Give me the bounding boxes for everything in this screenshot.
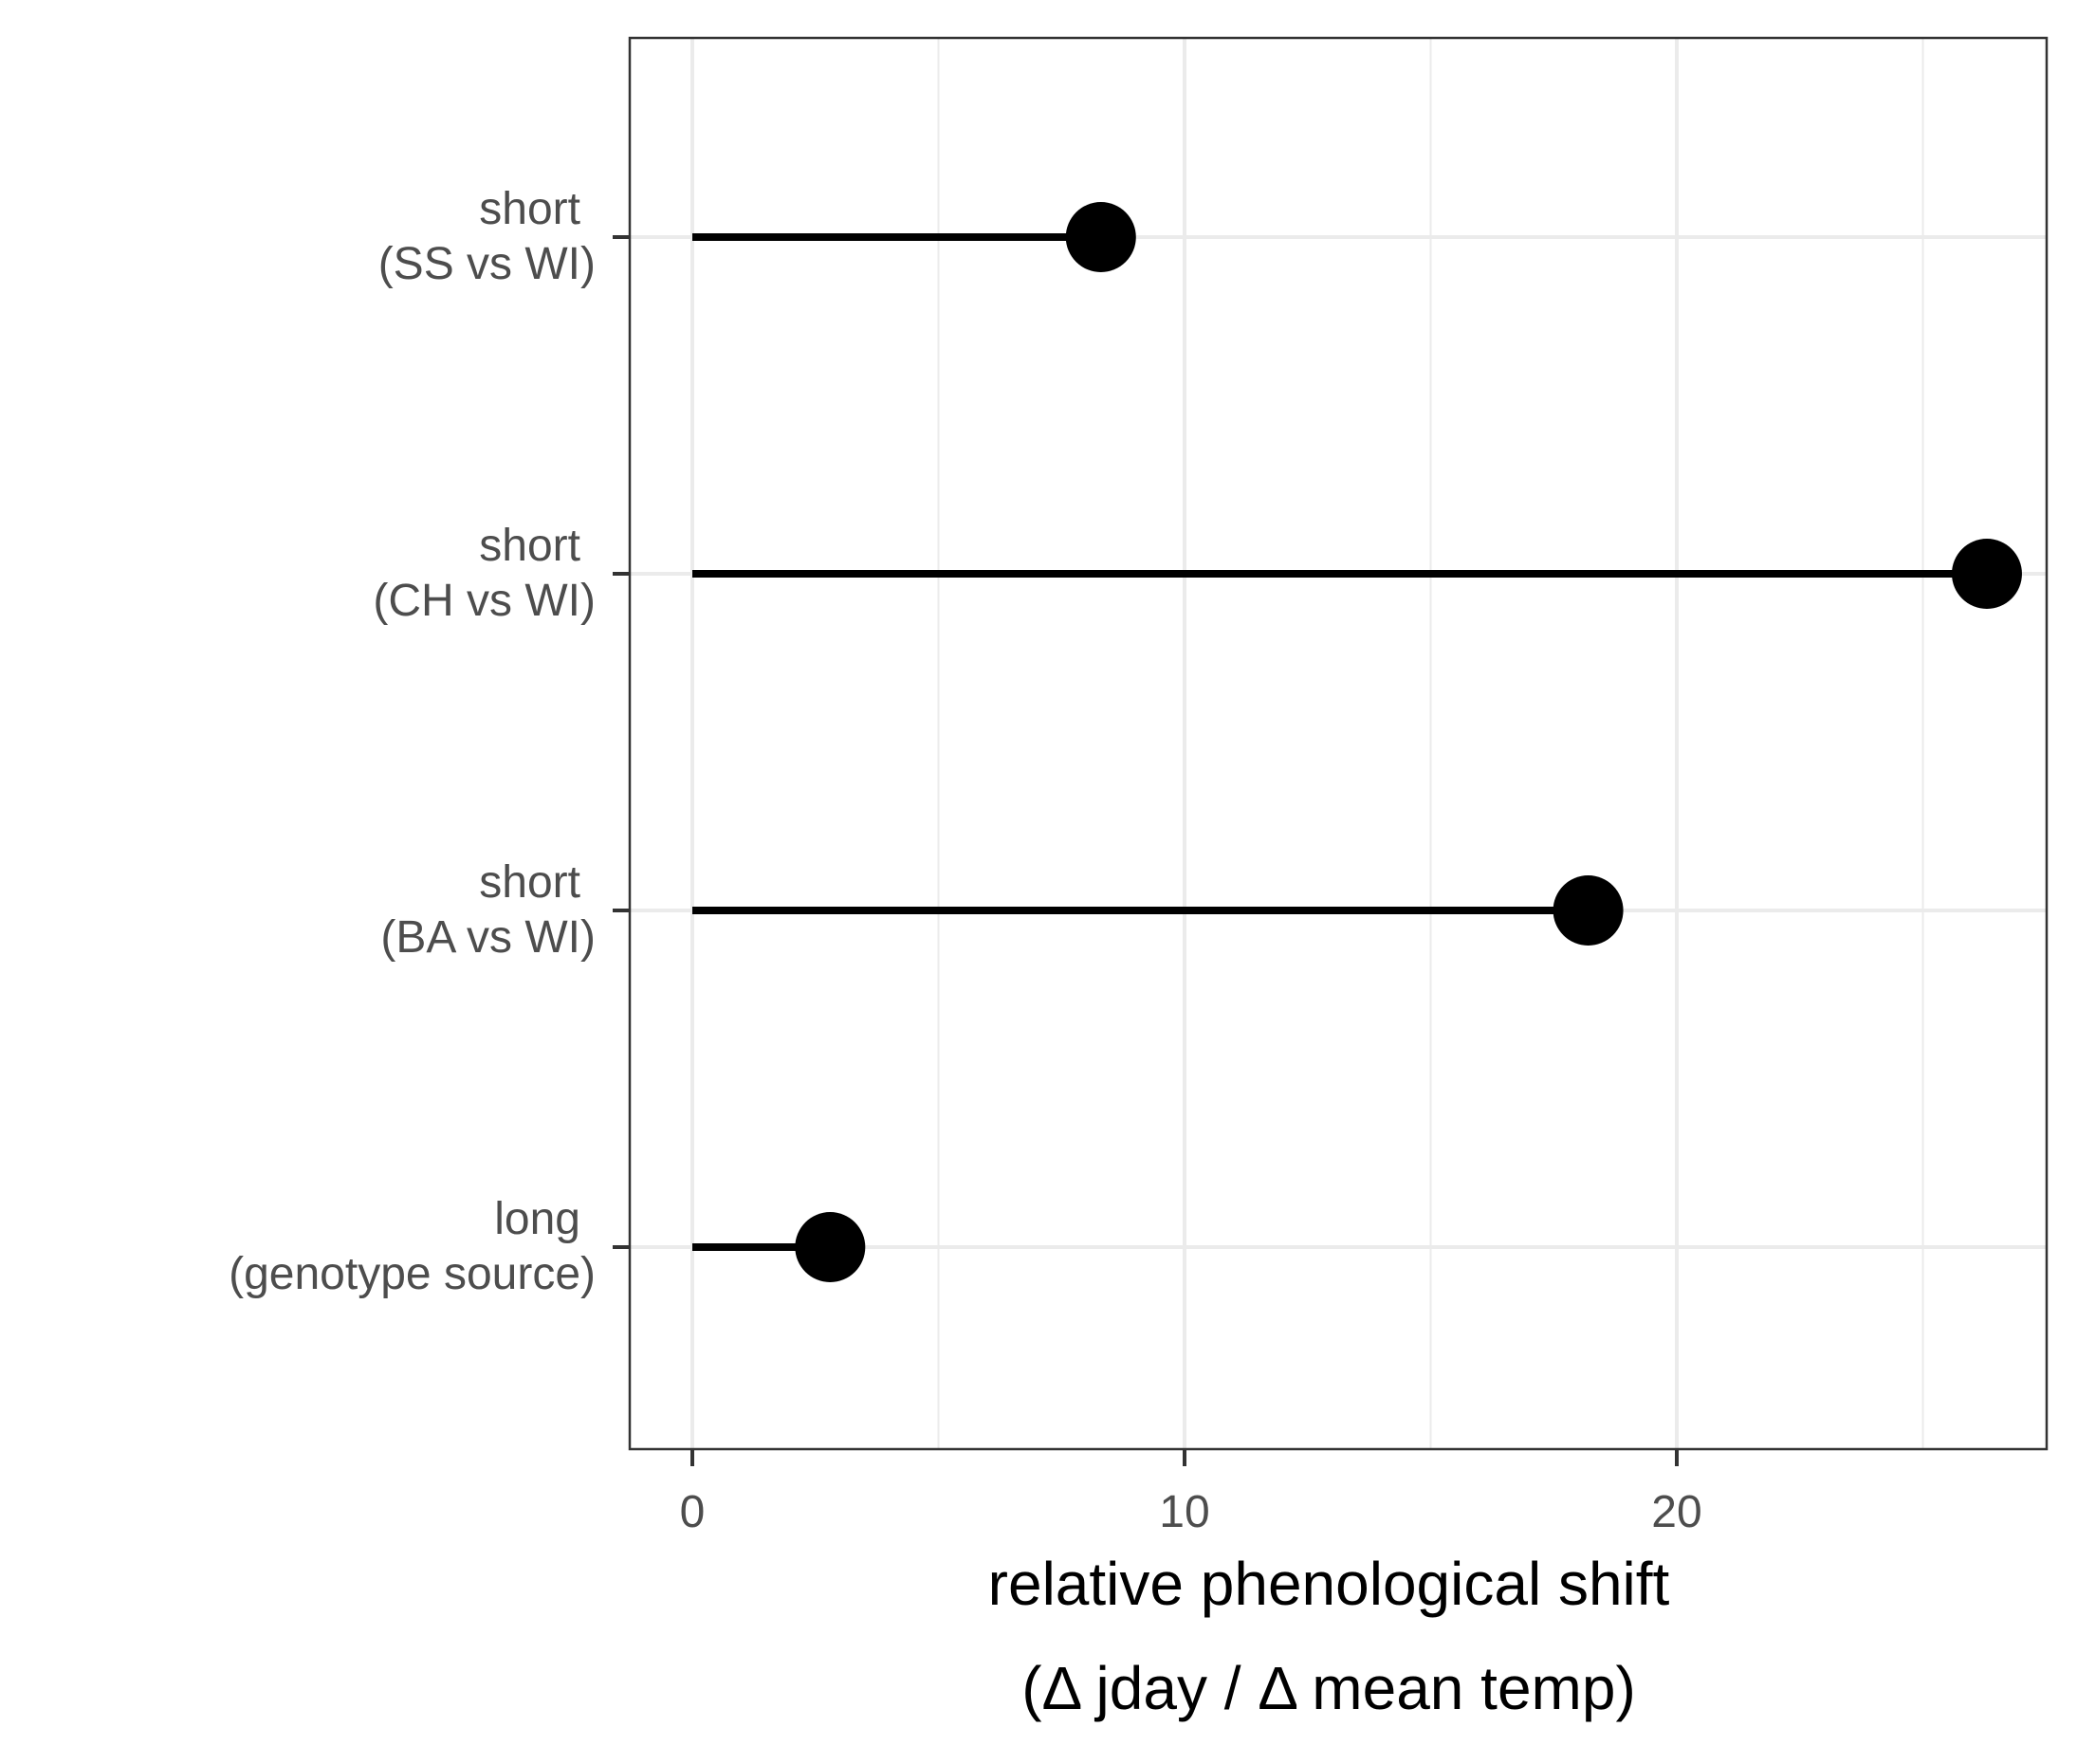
y-tick-label-line1-1: short	[479, 521, 580, 571]
y-tick-label-line1-2: short	[479, 857, 580, 908]
minor-gridlines	[937, 38, 1924, 1449]
plot-panel-border	[628, 36, 2049, 1451]
y-tick-label-line2-2: (BA vs WI)	[380, 912, 596, 963]
x-tick-label-10: 10	[1159, 1487, 1209, 1537]
y-tick-label-line1-0: short	[479, 184, 580, 234]
dot-3	[795, 1212, 866, 1282]
plot-panel-background	[630, 38, 2047, 1449]
x-tick-label-0: 0	[680, 1487, 706, 1537]
x-axis-labels: 0 10 20	[680, 1487, 1702, 1537]
lollipop-stems	[692, 233, 1987, 1251]
dot-2	[1553, 875, 1624, 946]
dot-1	[1951, 539, 2022, 609]
y-axis-ticks	[613, 235, 630, 1249]
x-axis-ticks	[690, 1449, 1679, 1466]
lollipop-dots	[795, 202, 2022, 1282]
dot-0	[1065, 202, 1136, 272]
y-tick-label-line2-3: (genotype source)	[229, 1249, 596, 1299]
y-axis-labels: short(SS vs WI)short(CH vs WI)short(BA v…	[229, 184, 596, 1299]
x-axis-title-line1: relative phenological shift	[988, 1550, 1670, 1618]
x-axis-title-line2: (Δ jday / Δ mean temp)	[1021, 1654, 1636, 1722]
y-tick-label-line2-1: (CH vs WI)	[373, 576, 596, 626]
x-tick-label-20: 20	[1651, 1487, 1701, 1537]
y-tick-label-line2-0: (SS vs WI)	[378, 239, 596, 289]
y-tick-label-line1-3: long	[494, 1194, 580, 1244]
